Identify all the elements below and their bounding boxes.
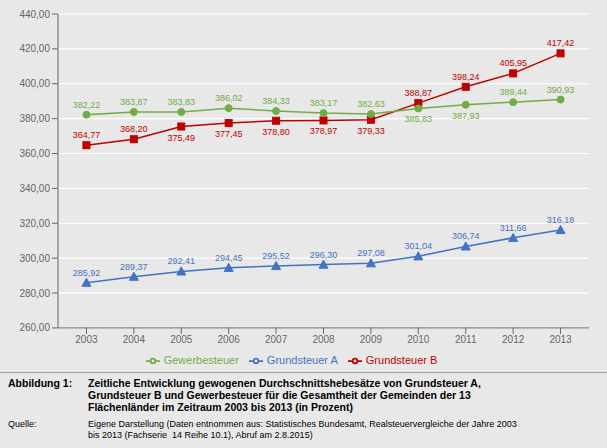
svg-text:300,00: 300,00 <box>19 253 50 264</box>
svg-text:2003: 2003 <box>75 334 98 345</box>
svg-text:311,66: 311,66 <box>500 223 527 233</box>
svg-text:306,74: 306,74 <box>452 231 480 241</box>
svg-text:2012: 2012 <box>502 334 525 345</box>
svg-text:385,83: 385,83 <box>405 114 433 124</box>
svg-text:295,52: 295,52 <box>262 251 290 261</box>
html-text:Grundsteuer A: Grundsteuer A <box>266 353 338 366</box>
svg-text:380,00: 380,00 <box>19 113 50 124</box>
svg-text:388,87: 388,87 <box>405 88 433 98</box>
svg-text:400,00: 400,00 <box>19 78 50 89</box>
svg-text:289,37: 289,37 <box>120 262 148 272</box>
svg-text:316,18: 316,18 <box>547 215 575 225</box>
svg-text:364,77: 364,77 <box>73 130 101 140</box>
svg-text:386,02: 386,02 <box>215 93 243 103</box>
svg-text:398,24: 398,24 <box>452 72 480 82</box>
svg-text:296,30: 296,30 <box>310 250 338 260</box>
svg-text:387,93: 387,93 <box>452 111 480 121</box>
svg-text:382,22: 382,22 <box>73 100 101 110</box>
svg-text:417,42: 417,42 <box>547 38 575 48</box>
svg-text:2004: 2004 <box>123 334 146 345</box>
svg-text:383,83: 383,83 <box>168 97 196 107</box>
svg-text:378,97: 378,97 <box>310 126 338 136</box>
html-text:Gewerbesteuer: Gewerbesteuer <box>163 353 239 366</box>
svg-text:378,80: 378,80 <box>262 127 290 137</box>
html-text:Abbildung 1:: Abbildung 1: <box>8 377 73 389</box>
svg-text:2011: 2011 <box>455 334 477 345</box>
svg-text:2005: 2005 <box>170 334 193 345</box>
svg-text:360,00: 360,00 <box>19 148 50 159</box>
svg-text:285,92: 285,92 <box>73 268 101 278</box>
svg-text:2009: 2009 <box>360 334 383 345</box>
svg-text:383,17: 383,17 <box>310 98 338 108</box>
svg-text:294,45: 294,45 <box>215 253 243 263</box>
svg-text:2008: 2008 <box>312 334 335 345</box>
svg-text:2010: 2010 <box>407 334 430 345</box>
svg-text:368,20: 368,20 <box>120 124 148 134</box>
html-text:Quelle:: Quelle: <box>8 419 37 429</box>
svg-text:383,87: 383,87 <box>120 97 148 107</box>
svg-text:382,63: 382,63 <box>357 99 385 109</box>
svg-text:340,00: 340,00 <box>19 183 50 194</box>
html-text:Eigene Darstellung (Daten entn: Eigene Darstellung (Daten entnommen aus:… <box>88 419 517 440</box>
svg-text:375,49: 375,49 <box>168 133 196 143</box>
svg-text:297,08: 297,08 <box>357 248 385 258</box>
svg-text:2007: 2007 <box>265 334 288 345</box>
svg-text:377,45: 377,45 <box>215 129 243 139</box>
svg-text:2006: 2006 <box>218 334 241 345</box>
svg-text:301,04: 301,04 <box>405 241 433 251</box>
svg-text:320,00: 320,00 <box>19 218 50 229</box>
svg-text:420,00: 420,00 <box>19 43 50 54</box>
svg-text:379,33: 379,33 <box>357 126 385 136</box>
html-text:Zeitliche Entwicklung gewogene: Zeitliche Entwicklung gewogenen Durchsch… <box>88 377 481 413</box>
svg-text:280,00: 280,00 <box>19 288 50 299</box>
svg-text:384,33: 384,33 <box>262 96 290 106</box>
svg-text:2013: 2013 <box>549 334 572 345</box>
svg-text:440,00: 440,00 <box>19 9 50 20</box>
svg-text:389,44: 389,44 <box>499 87 527 97</box>
svg-text:260,00: 260,00 <box>19 322 50 333</box>
html-text:Grundsteuer B: Grundsteuer B <box>365 353 438 366</box>
svg-text:405,95: 405,95 <box>499 58 527 68</box>
svg-text:292,41: 292,41 <box>168 256 196 266</box>
svg-text:390,93: 390,93 <box>547 85 575 95</box>
